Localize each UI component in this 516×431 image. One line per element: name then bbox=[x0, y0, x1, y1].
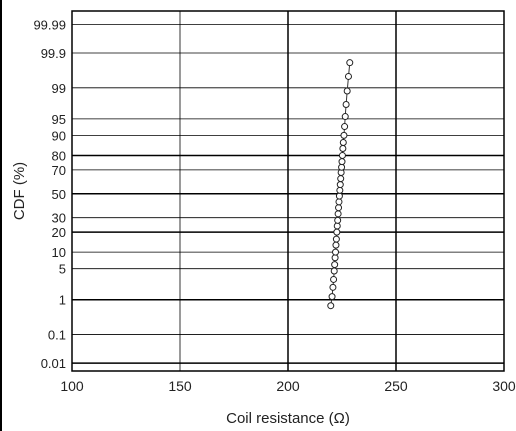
data-point bbox=[340, 131, 348, 139]
data-point bbox=[332, 248, 340, 256]
data-point bbox=[338, 158, 346, 166]
y-tick-label: 30 bbox=[52, 211, 66, 226]
data-point bbox=[331, 261, 339, 269]
y-tick-label: 1 bbox=[59, 293, 66, 308]
y-tick-label: 0.01 bbox=[41, 356, 66, 371]
y-tick-label: 50 bbox=[52, 187, 66, 202]
data-point bbox=[333, 222, 341, 230]
x-tick-label: 100 bbox=[60, 378, 84, 394]
y-tick-label: 80 bbox=[52, 148, 66, 163]
data-point bbox=[336, 181, 344, 189]
y-tick-label: 99 bbox=[52, 81, 66, 96]
x-axis-label: Coil resistance (Ω) bbox=[226, 410, 350, 427]
plot-area-border bbox=[71, 10, 505, 372]
data-point bbox=[338, 151, 346, 159]
data-point bbox=[332, 241, 340, 249]
data-point bbox=[335, 204, 343, 212]
data-point bbox=[344, 72, 352, 80]
data-point bbox=[333, 228, 341, 236]
y-tick-label: 0.1 bbox=[48, 328, 66, 343]
x-tick-label: 250 bbox=[384, 378, 408, 394]
y-tick-label: 99.99 bbox=[33, 17, 66, 32]
y-tick-label: 90 bbox=[52, 128, 66, 143]
data-point bbox=[328, 293, 336, 301]
data-point bbox=[334, 216, 342, 224]
x-tick-label: 300 bbox=[492, 378, 516, 394]
data-point bbox=[339, 144, 347, 152]
data-point bbox=[342, 101, 350, 109]
data-point bbox=[330, 275, 338, 283]
data-point bbox=[327, 302, 335, 310]
data-point bbox=[336, 186, 344, 194]
y-tick-label: 20 bbox=[52, 225, 66, 240]
data-point bbox=[339, 138, 347, 146]
y-tick-label: 95 bbox=[52, 112, 66, 127]
data-series bbox=[327, 59, 354, 310]
x-tick-labels: 100 150 200 250 300 bbox=[60, 378, 516, 394]
data-point bbox=[329, 283, 337, 291]
data-point bbox=[335, 198, 343, 206]
data-point bbox=[337, 175, 345, 183]
data-point bbox=[341, 113, 349, 121]
data-point bbox=[343, 87, 351, 95]
y-axis-label: CDF (%) bbox=[11, 162, 28, 220]
grid bbox=[71, 11, 505, 371]
data-point bbox=[335, 192, 343, 200]
y-tick-label: 5 bbox=[59, 262, 66, 277]
y-tick-label: 99.9 bbox=[41, 46, 66, 61]
data-point bbox=[331, 254, 339, 262]
data-point bbox=[334, 210, 342, 218]
y-tick-label: 10 bbox=[52, 245, 66, 260]
x-tick-label: 150 bbox=[168, 378, 192, 394]
x-tick-label: 200 bbox=[276, 378, 300, 394]
y-tick-label: 70 bbox=[52, 163, 66, 178]
data-point bbox=[338, 163, 346, 171]
data-point bbox=[346, 59, 354, 67]
data-point bbox=[341, 123, 349, 131]
data-point bbox=[330, 267, 338, 275]
data-point bbox=[332, 235, 340, 243]
